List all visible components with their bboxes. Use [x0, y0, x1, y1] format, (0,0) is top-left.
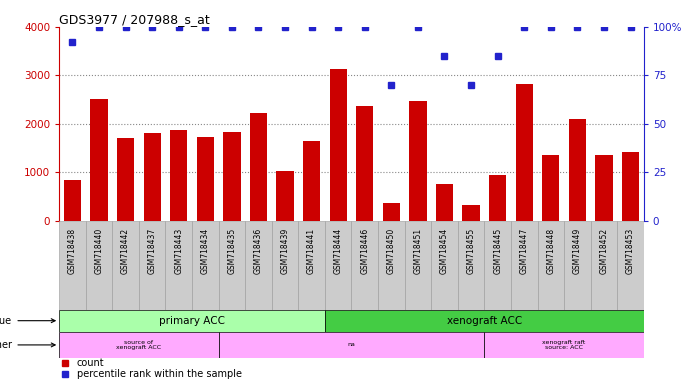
Bar [143, 132, 161, 221]
Text: GSM718454: GSM718454 [440, 228, 449, 274]
Bar [409, 101, 427, 221]
Text: GSM718445: GSM718445 [493, 228, 502, 274]
Text: tissue: tissue [0, 316, 55, 326]
Bar [484, 332, 644, 358]
Bar [511, 221, 537, 310]
Text: GSM718453: GSM718453 [626, 228, 635, 274]
Bar [591, 221, 617, 310]
Bar [117, 138, 134, 221]
Text: GSM718448: GSM718448 [546, 228, 555, 274]
Text: GDS3977 / 207988_s_at: GDS3977 / 207988_s_at [59, 13, 210, 26]
Bar [617, 221, 644, 310]
Bar [484, 221, 511, 310]
Text: GSM718449: GSM718449 [573, 228, 582, 274]
Text: primary ACC: primary ACC [159, 316, 225, 326]
Bar [59, 221, 86, 310]
Bar [564, 221, 591, 310]
Bar [356, 106, 374, 221]
Bar [378, 221, 404, 310]
Bar [489, 175, 506, 221]
Text: GSM718455: GSM718455 [466, 228, 475, 274]
Bar [462, 205, 480, 221]
Text: source of
xenograft ACC: source of xenograft ACC [116, 339, 161, 350]
Text: GSM718447: GSM718447 [520, 228, 529, 274]
Bar [219, 221, 245, 310]
Bar [170, 130, 187, 221]
Bar [299, 221, 325, 310]
Bar [383, 203, 400, 221]
Text: GSM718452: GSM718452 [599, 228, 608, 274]
Bar [516, 84, 533, 221]
Bar [622, 152, 639, 221]
Text: GSM718438: GSM718438 [68, 228, 77, 274]
Bar [351, 221, 378, 310]
Bar [86, 221, 112, 310]
Text: GSM718439: GSM718439 [280, 228, 290, 274]
Bar [59, 332, 219, 358]
Bar [223, 132, 241, 221]
Bar [166, 221, 192, 310]
Bar [432, 221, 458, 310]
Text: GSM718436: GSM718436 [254, 228, 263, 274]
Bar [595, 155, 612, 221]
Text: GSM718450: GSM718450 [387, 228, 396, 274]
Text: GSM718442: GSM718442 [121, 228, 130, 274]
Bar [219, 332, 484, 358]
Text: GSM718443: GSM718443 [174, 228, 183, 274]
Bar [112, 221, 139, 310]
Bar [197, 137, 214, 221]
Bar [90, 99, 108, 221]
Bar [64, 180, 81, 221]
Text: GSM718446: GSM718446 [361, 228, 370, 274]
Bar [271, 221, 299, 310]
Text: GSM718435: GSM718435 [228, 228, 237, 274]
Bar [325, 221, 351, 310]
Text: GSM718451: GSM718451 [413, 228, 422, 274]
Text: na: na [347, 343, 356, 348]
Text: xenograft ACC: xenograft ACC [447, 316, 522, 326]
Bar [330, 69, 347, 221]
Bar [245, 221, 271, 310]
Bar [139, 221, 166, 310]
Bar [303, 141, 320, 221]
Text: other: other [0, 340, 55, 350]
Text: percentile rank within the sample: percentile rank within the sample [77, 369, 242, 379]
Bar [276, 171, 294, 221]
Bar [458, 221, 484, 310]
Text: GSM718440: GSM718440 [95, 228, 104, 274]
Text: xenograft raft
source: ACC: xenograft raft source: ACC [542, 339, 586, 350]
Text: GSM718434: GSM718434 [201, 228, 209, 274]
Bar [325, 310, 644, 332]
Bar [192, 221, 219, 310]
Bar [404, 221, 432, 310]
Bar [537, 221, 564, 310]
Text: count: count [77, 358, 104, 368]
Text: GSM718444: GSM718444 [333, 228, 342, 274]
Bar [542, 155, 560, 221]
Text: GSM718437: GSM718437 [148, 228, 157, 274]
Bar [436, 184, 453, 221]
Bar [250, 113, 267, 221]
Bar [569, 119, 586, 221]
Bar [59, 310, 325, 332]
Text: GSM718441: GSM718441 [307, 228, 316, 274]
